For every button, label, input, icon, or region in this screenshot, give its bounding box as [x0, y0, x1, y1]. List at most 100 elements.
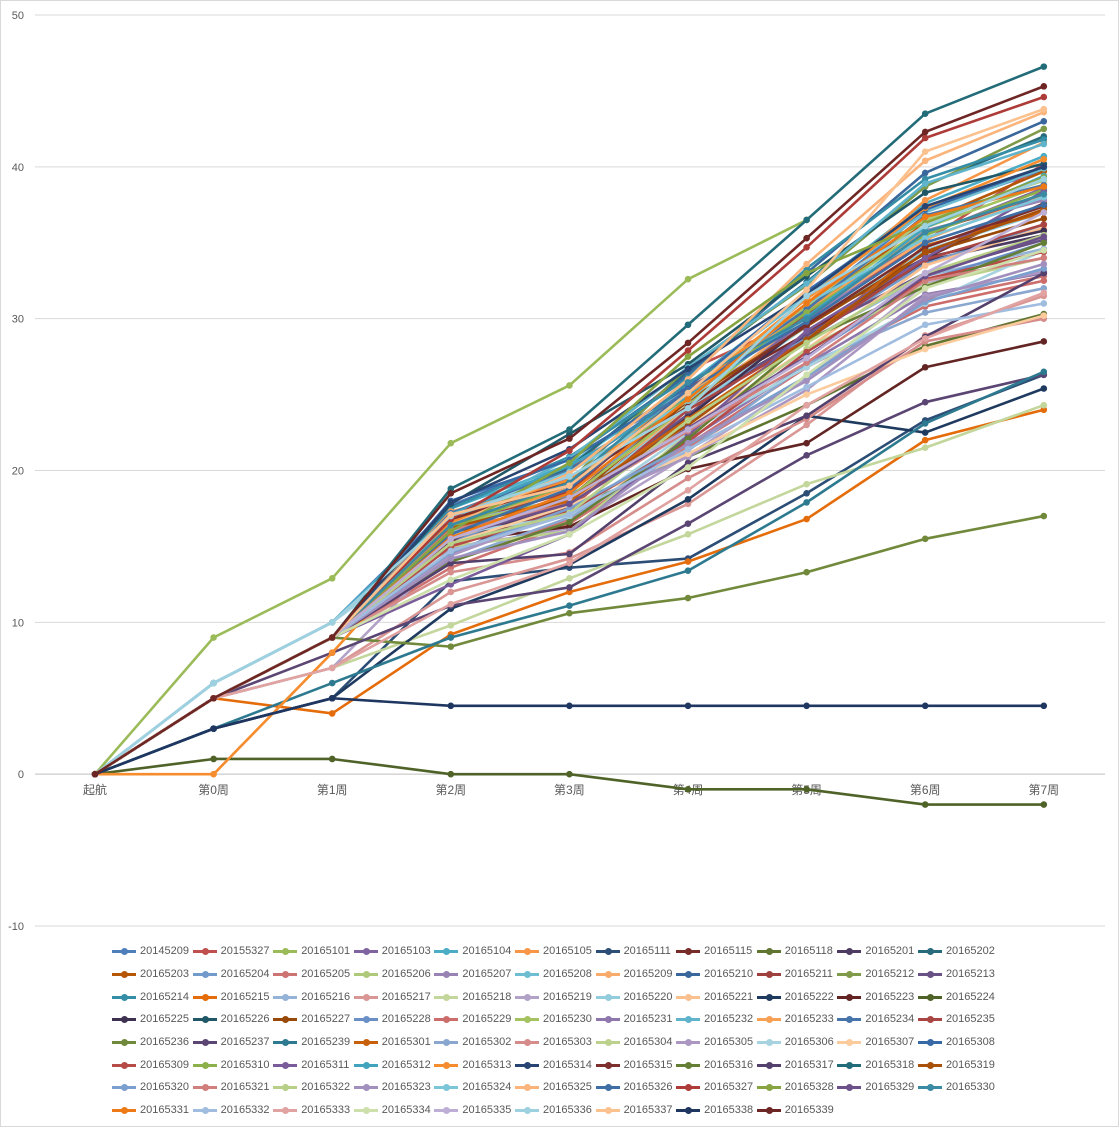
- data-point: [803, 383, 810, 391]
- data-point: [684, 567, 692, 575]
- legend-swatch: [755, 1082, 783, 1092]
- data-point: [210, 634, 217, 641]
- legend-marker-icon: [685, 1061, 693, 1069]
- legend-marker-icon: [523, 948, 531, 956]
- legend-label: 20165218: [462, 990, 512, 1003]
- legend-item: 20165308: [916, 1036, 997, 1048]
- legend-label: 20165221: [704, 990, 754, 1003]
- legend-item: 20165315: [594, 1059, 675, 1071]
- legend-item: 20165239: [271, 1036, 352, 1048]
- data-point: [921, 244, 929, 251]
- legend-label: 20165211: [784, 968, 833, 981]
- data-point: [921, 213, 929, 221]
- legend-label: 20165224: [945, 990, 995, 1003]
- data-point: [1040, 254, 1048, 262]
- legend-swatch: [674, 1105, 702, 1115]
- legend-label: 20165301: [381, 1036, 431, 1049]
- data-point: [684, 702, 692, 710]
- legend-marker-icon: [926, 1039, 934, 1047]
- legend-swatch: [352, 969, 380, 979]
- data-point: [566, 426, 573, 433]
- legend-item: 20165334: [352, 1104, 433, 1116]
- data-point: [921, 345, 929, 353]
- data-point: [803, 359, 810, 366]
- legend-swatch: [513, 946, 541, 956]
- legend-label: 20165319: [945, 1058, 995, 1071]
- data-point: [803, 309, 810, 316]
- legend-label: 20165208: [542, 968, 592, 981]
- legend-item: 20165205: [271, 968, 352, 980]
- data-point: [684, 500, 692, 508]
- legend-item: 20165237: [191, 1036, 272, 1048]
- data-point: [447, 588, 455, 596]
- legend-swatch: [594, 1082, 622, 1092]
- legend-item: 20165335: [432, 1104, 513, 1116]
- legend-label: 20165325: [542, 1081, 592, 1094]
- data-point: [328, 755, 336, 763]
- data-point: [566, 511, 573, 518]
- legend-label: 20165303: [542, 1036, 592, 1049]
- legend-label: 20165305: [704, 1036, 754, 1049]
- legend-swatch: [674, 1060, 702, 1070]
- legend-label: 20165334: [381, 1104, 431, 1117]
- data-point: [1040, 239, 1048, 247]
- legend-item: 20165219: [513, 991, 594, 1003]
- legend-item: 20165336: [513, 1104, 594, 1116]
- legend-swatch: [271, 992, 299, 1002]
- legend-item: 20165232: [674, 1013, 755, 1025]
- legend-marker-icon: [523, 1039, 531, 1047]
- legend-item: 20165326: [594, 1081, 675, 1093]
- data-point: [803, 568, 810, 576]
- legend-marker-icon: [443, 1016, 451, 1024]
- legend-swatch: [432, 1105, 460, 1115]
- legend-marker-icon: [846, 993, 854, 1001]
- data-point: [684, 496, 692, 503]
- data-point: [447, 527, 455, 535]
- legend-label: 20165312: [381, 1058, 431, 1071]
- data-point: [566, 489, 573, 497]
- legend-label: 20165103: [381, 945, 431, 958]
- legend-marker-icon: [926, 1084, 934, 1092]
- legend-marker-icon: [765, 948, 773, 956]
- data-point: [921, 801, 929, 808]
- legend-label: 20165228: [381, 1013, 431, 1026]
- legend-swatch: [271, 1014, 299, 1024]
- legend-item: 20165320: [110, 1081, 191, 1093]
- data-point: [447, 770, 455, 778]
- data-point: [566, 550, 573, 558]
- legend-swatch: [191, 946, 219, 956]
- data-point: [1040, 269, 1048, 277]
- legend-swatch: [835, 1037, 863, 1047]
- data-point: [684, 486, 692, 494]
- legend-label: 20165333: [301, 1104, 351, 1117]
- legend-item: 20165328: [755, 1081, 836, 1093]
- legend-item: 20165213: [916, 968, 997, 980]
- legend-item: 20165303: [513, 1036, 594, 1048]
- legend-marker-icon: [362, 1061, 370, 1069]
- legend-swatch: [916, 1014, 944, 1024]
- legend-swatch: [352, 1037, 380, 1047]
- data-point: [1040, 368, 1048, 376]
- legend-label: 20165229: [462, 1013, 512, 1026]
- legend-item: 20165209: [594, 968, 675, 980]
- legend-item: 20165319: [916, 1059, 997, 1071]
- data-point: [328, 664, 336, 672]
- data-point: [1040, 289, 1048, 297]
- legend-swatch: [432, 969, 460, 979]
- series-line: [93, 65, 1046, 776]
- legend-label: 20165232: [704, 1013, 754, 1026]
- legend-marker-icon: [443, 1061, 451, 1069]
- legend-marker-icon: [443, 1084, 451, 1092]
- legend-marker-icon: [685, 1107, 693, 1115]
- legend-label: 20165314: [542, 1058, 592, 1071]
- legend-swatch: [835, 992, 863, 1002]
- legend-item: 20165313: [432, 1059, 513, 1071]
- legend-label: 20165322: [301, 1081, 351, 1094]
- data-point: [447, 600, 455, 608]
- legend-label: 20165236: [140, 1036, 189, 1049]
- data-point: [1040, 155, 1048, 163]
- x-tick-label: 第3周: [554, 783, 585, 797]
- x-tick-label: 第0周: [198, 783, 229, 797]
- legend-item: 20165331: [110, 1104, 191, 1116]
- legend-label: 20165339: [784, 1104, 834, 1117]
